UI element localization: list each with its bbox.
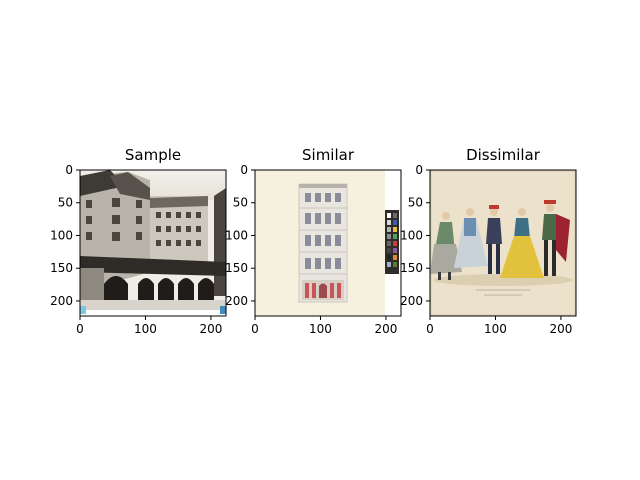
y-tick-label-2-3: 150 <box>400 261 423 275</box>
dissimilar-image <box>430 170 576 316</box>
panel-title-sample: Sample <box>124 146 182 164</box>
x-tick-label-0-2: 200 <box>199 322 222 336</box>
y-tick-label-0-4: 200 <box>50 294 73 308</box>
x-tick-label-1-2: 200 <box>374 322 397 336</box>
y-tick-label-1-4: 200 <box>225 294 248 308</box>
panel-title-dissimilar: Dissimilar <box>466 146 540 164</box>
y-tick-label-1-0: 0 <box>240 163 248 177</box>
similar-image <box>255 170 401 316</box>
y-tick-label-0-1: 50 <box>58 196 73 210</box>
y-tick-label-0-3: 150 <box>50 261 73 275</box>
y-tick-label-1-3: 150 <box>225 261 248 275</box>
y-tick-label-1-1: 50 <box>233 196 248 210</box>
sample-image <box>80 170 226 316</box>
y-tick-label-2-4: 200 <box>400 294 423 308</box>
y-tick-label-2-0: 0 <box>415 163 423 177</box>
y-tick-label-0-0: 0 <box>65 163 73 177</box>
y-tick-label-2-2: 100 <box>400 228 423 242</box>
panel-title-similar: Similar <box>302 146 354 164</box>
axes-frame-2 <box>429 169 577 317</box>
x-tick-label-2-0: 0 <box>426 322 434 336</box>
x-tick-label-2-2: 200 <box>549 322 572 336</box>
x-tick-label-1-1: 100 <box>309 322 332 336</box>
x-tick-label-1-0: 0 <box>251 322 259 336</box>
y-tick-label-2-1: 50 <box>408 196 423 210</box>
y-tick-label-1-2: 100 <box>225 228 248 242</box>
x-tick-label-0-1: 100 <box>134 322 157 336</box>
x-tick-label-0-0: 0 <box>76 322 84 336</box>
x-tick-label-2-1: 100 <box>484 322 507 336</box>
y-tick-label-0-2: 100 <box>50 228 73 242</box>
axes-frame-0 <box>79 169 227 317</box>
axes-frame-1 <box>254 169 402 317</box>
